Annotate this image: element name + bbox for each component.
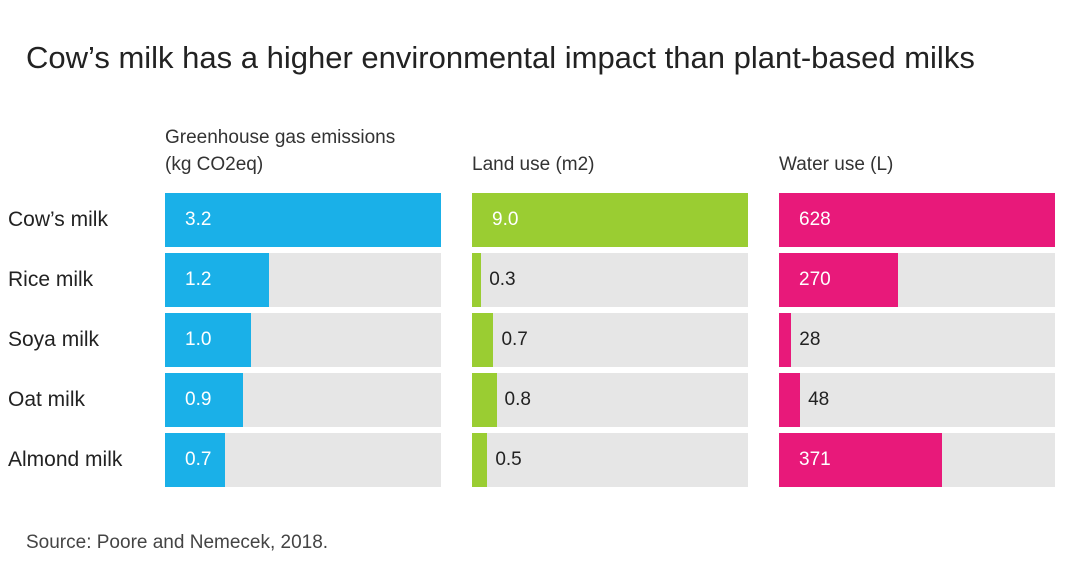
bar	[779, 313, 792, 367]
row-label: Almond milk	[8, 448, 123, 471]
data-label: 0.3	[489, 269, 516, 290]
bar-track: 1.2	[165, 253, 441, 307]
data-label: 270	[799, 269, 831, 290]
bar	[472, 193, 748, 247]
row-label: Cow’s milk	[8, 208, 108, 231]
bar	[165, 433, 226, 487]
chart-title: Cow’s milk has a higher environmental im…	[26, 40, 975, 75]
bar	[472, 253, 482, 307]
data-label: 48	[808, 389, 830, 410]
panel-header-line: Water use (L)	[779, 154, 894, 175]
bar	[779, 253, 898, 307]
data-label: 0.7	[501, 329, 528, 350]
bar-track: 0.3	[472, 253, 748, 307]
bar	[472, 433, 488, 487]
panel-header-line: Greenhouse gas emissions	[165, 127, 396, 148]
data-label: 0.9	[185, 389, 212, 410]
bar	[779, 433, 943, 487]
source-note: Source: Poore and Nemecek, 2018.	[26, 532, 329, 553]
bar	[165, 253, 269, 307]
bar-track: 628	[779, 193, 1055, 247]
bar-track: 9.0	[472, 193, 748, 247]
data-label: 1.2	[185, 269, 212, 290]
bar-track: 48	[779, 373, 1055, 427]
bar-track: 270	[779, 253, 1055, 307]
bar-track: 0.8	[472, 373, 748, 427]
row-label: Rice milk	[8, 268, 94, 291]
panel-header-line: (kg CO2eq)	[165, 154, 264, 175]
bar	[472, 373, 497, 427]
panel-header-line: Land use (m2)	[472, 154, 595, 175]
bar-track: 3.2	[165, 193, 441, 247]
data-label: 0.7	[185, 449, 212, 470]
bar-track: 0.7	[165, 433, 441, 487]
bar	[472, 313, 494, 367]
data-label: 3.2	[185, 209, 212, 230]
data-label: 0.5	[495, 449, 522, 470]
bar-track: 0.7	[472, 313, 748, 367]
data-label: 371	[799, 449, 831, 470]
row-label: Oat milk	[8, 388, 86, 411]
bar	[165, 193, 441, 247]
panel-header: Greenhouse gas emissions (kg CO2eq)	[165, 124, 395, 178]
bar-track: 1.0	[165, 313, 441, 367]
bar-track: 28	[779, 313, 1055, 367]
panel-header: Land use (m2)	[472, 151, 595, 178]
data-label: 0.8	[504, 389, 531, 410]
bar-track: 0.5	[472, 433, 748, 487]
bar	[165, 373, 243, 427]
data-label: 9.0	[492, 209, 519, 230]
row-label: Soya milk	[8, 328, 100, 351]
panel-header: Water use (L)	[779, 151, 893, 178]
data-label: 28	[799, 329, 821, 350]
bar-track: 371	[779, 433, 1055, 487]
bar	[165, 313, 252, 367]
data-label: 628	[799, 209, 831, 230]
bar	[779, 193, 1055, 247]
data-label: 1.0	[185, 329, 212, 350]
bar-track: 0.9	[165, 373, 441, 427]
bar	[779, 373, 801, 427]
